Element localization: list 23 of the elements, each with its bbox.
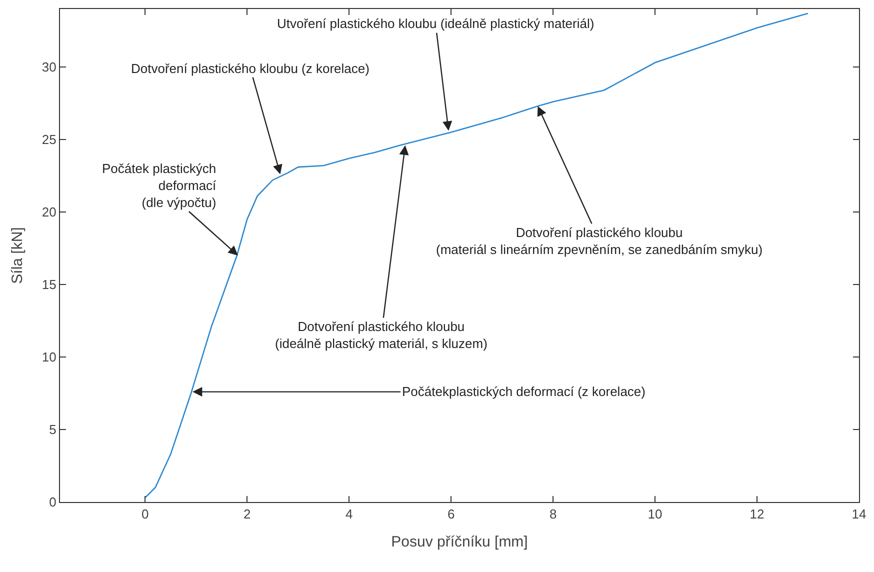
annotation: Dotvoření plastického kloubu (z korelace) (131, 61, 370, 76)
x-tick-label: 4 (345, 506, 353, 522)
x-axis-title: Posuv příčníku [mm] (391, 534, 528, 551)
x-tick-label: 12 (750, 506, 764, 522)
annotation: Dotvoření plastického kloubu (ideálně plastický materiál, s kluzem) (275, 319, 488, 351)
y-axis-title: Síla [kN] (9, 227, 26, 284)
annotation: Počátekplastických deformací (z korelace) (402, 384, 646, 399)
x-tick-label: 2 (244, 506, 251, 522)
x-tick-label: 14 (852, 506, 866, 522)
x-tick-label: 8 (549, 506, 557, 522)
annotation: Dotvoření plastického kloubu (materiál s lineárním zpevněním, se zanedbáním smyku) (436, 225, 763, 257)
y-tick-label: 25 (42, 132, 56, 148)
y-tick-label: 30 (42, 60, 56, 75)
y-tick-label: 10 (42, 350, 56, 365)
y-tick-label: 20 (42, 204, 56, 220)
y-tick-label: 5 (49, 422, 56, 438)
x-tick-label: 0 (142, 506, 149, 522)
y-tick-label: 15 (42, 277, 56, 292)
x-tick-label: 6 (447, 506, 455, 522)
annotation: Utvoření plastického kloubu (ideálně plastický materiál) (277, 16, 594, 31)
y-tick-label: 0 (49, 494, 56, 510)
annotation: Počátek plastických deformací (dle výpočtu) (102, 161, 217, 210)
x-tick-label: 10 (648, 506, 662, 522)
